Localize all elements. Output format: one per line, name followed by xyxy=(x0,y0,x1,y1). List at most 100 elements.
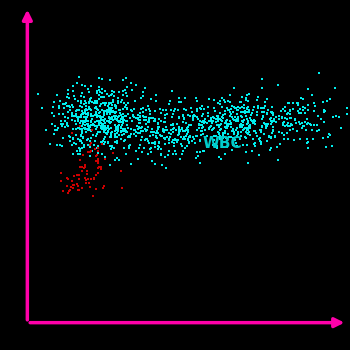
Point xyxy=(112,110,118,116)
Point xyxy=(84,106,89,112)
Point xyxy=(255,112,260,118)
Point xyxy=(93,126,99,132)
Point xyxy=(62,114,68,120)
Point xyxy=(43,127,49,133)
Point xyxy=(110,150,116,155)
Point xyxy=(216,122,222,128)
Point xyxy=(211,125,217,131)
Point xyxy=(108,134,114,140)
Point xyxy=(245,118,251,124)
Point xyxy=(260,113,266,119)
Point xyxy=(88,97,93,102)
Point xyxy=(119,132,124,138)
Point xyxy=(75,173,80,178)
Point xyxy=(327,132,332,138)
Point xyxy=(76,172,82,177)
Point xyxy=(114,117,120,122)
Point xyxy=(160,133,165,139)
Point xyxy=(174,139,180,145)
Point xyxy=(259,105,265,110)
Point xyxy=(198,122,204,127)
Point xyxy=(97,85,102,90)
Point xyxy=(325,134,331,140)
Point xyxy=(171,125,177,131)
Point xyxy=(66,103,71,109)
Point xyxy=(88,107,93,112)
Point xyxy=(217,116,223,122)
Point xyxy=(60,135,66,141)
Point xyxy=(114,139,119,144)
Point xyxy=(191,113,196,118)
Point xyxy=(80,136,86,141)
Point xyxy=(240,122,246,127)
Point xyxy=(257,138,262,144)
Point xyxy=(93,133,99,139)
Point xyxy=(120,114,126,120)
Point xyxy=(82,125,88,131)
Point xyxy=(239,122,245,128)
Point xyxy=(135,126,141,132)
Point xyxy=(76,187,82,192)
Point xyxy=(186,122,192,127)
Point xyxy=(104,125,110,131)
Point xyxy=(79,108,85,113)
Point xyxy=(311,101,317,106)
Point xyxy=(114,155,120,161)
Point xyxy=(306,139,311,145)
Point xyxy=(85,124,91,129)
Point xyxy=(98,102,104,107)
Point xyxy=(96,97,101,102)
Point xyxy=(247,122,253,127)
Point xyxy=(77,74,82,80)
Point xyxy=(110,117,115,122)
Point xyxy=(107,116,113,121)
Point xyxy=(86,104,92,110)
Point xyxy=(244,127,250,132)
Point xyxy=(104,118,110,124)
Point xyxy=(279,131,285,136)
Point xyxy=(76,114,81,120)
Point xyxy=(151,130,157,135)
Point xyxy=(244,125,249,131)
Point xyxy=(195,117,201,122)
Point xyxy=(120,106,125,111)
Point xyxy=(234,111,240,117)
Point xyxy=(265,124,270,129)
Point xyxy=(94,106,99,112)
Point xyxy=(87,142,93,147)
Point xyxy=(222,99,228,105)
Point xyxy=(64,103,70,108)
Point xyxy=(106,119,112,124)
Point xyxy=(154,135,160,141)
Point xyxy=(294,100,299,106)
Point xyxy=(82,126,88,132)
Point xyxy=(220,115,226,120)
Point xyxy=(172,136,178,142)
Point xyxy=(77,146,83,152)
Point xyxy=(87,184,92,190)
Point xyxy=(224,135,230,141)
Point xyxy=(87,154,92,159)
Point xyxy=(108,133,114,138)
Point xyxy=(305,107,310,113)
Point xyxy=(217,110,223,116)
Point xyxy=(88,128,93,134)
Point xyxy=(59,118,64,124)
Point xyxy=(100,100,106,105)
Point xyxy=(184,132,190,137)
Point xyxy=(66,176,71,182)
Point xyxy=(112,116,118,122)
Point xyxy=(140,113,146,119)
Point xyxy=(88,107,94,113)
Point xyxy=(232,114,237,119)
Point xyxy=(93,105,98,111)
Point xyxy=(87,149,93,155)
Point xyxy=(92,142,97,148)
Point xyxy=(60,143,65,149)
Point xyxy=(231,118,237,123)
Point xyxy=(106,118,112,124)
Point xyxy=(114,113,119,119)
Point xyxy=(220,132,226,138)
Point xyxy=(79,82,85,88)
Point xyxy=(126,145,132,151)
